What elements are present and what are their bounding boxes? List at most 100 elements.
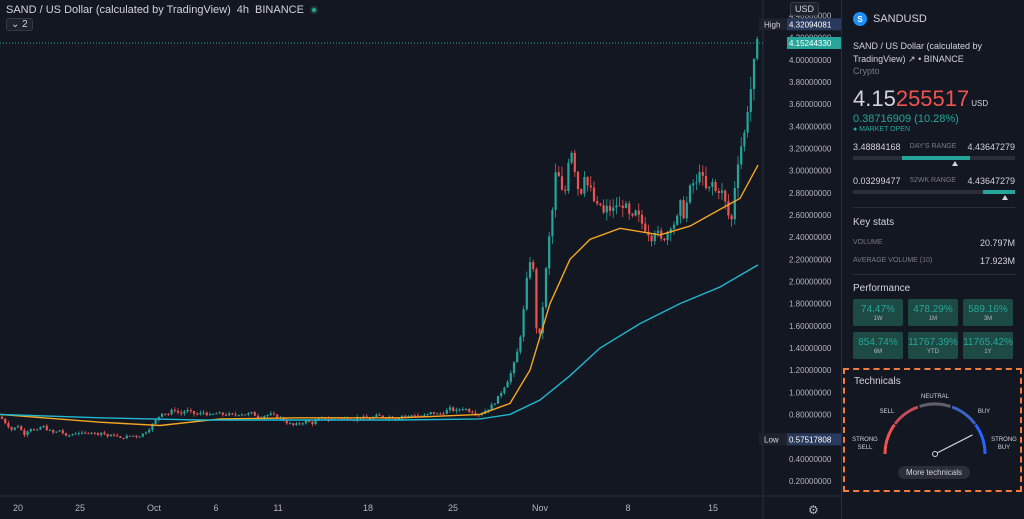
- candle-body: [295, 423, 298, 425]
- candle-body: [679, 200, 682, 216]
- candle-body: [186, 409, 189, 412]
- high-tag-value: 4.32094081: [789, 20, 832, 29]
- market-status: ● MARKET OPEN: [853, 126, 910, 133]
- chart-interval[interactable]: 4h: [236, 4, 250, 16]
- candle-body: [487, 409, 490, 411]
- perf-cell-1y[interactable]: 11765.42% 1Y: [963, 332, 1013, 359]
- currency-button[interactable]: USD: [790, 2, 820, 16]
- exchange-link[interactable]: ↗ • BINANCE: [908, 54, 964, 64]
- candle-body: [512, 362, 516, 374]
- candle-body: [628, 203, 631, 214]
- candle-body: [282, 417, 285, 421]
- gear-icon[interactable]: ⚙: [808, 503, 819, 517]
- candle-body: [368, 418, 372, 420]
- candle-body: [688, 185, 692, 203]
- candle-body: [602, 205, 605, 213]
- candle-body: [128, 435, 132, 437]
- perf-value: 854.74%: [858, 336, 898, 348]
- indicator-count: 2: [22, 19, 28, 30]
- candle-body: [29, 429, 32, 432]
- candle-body: [90, 432, 93, 434]
- candle-body: [455, 409, 458, 411]
- perf-cell-1w[interactable]: 74.47% 1W: [853, 299, 903, 326]
- candle-body: [704, 175, 708, 189]
- candle-body: [218, 412, 221, 414]
- y-tick-label: 3.20000000: [789, 145, 832, 154]
- candle-body: [429, 412, 432, 414]
- candlestick-chart[interactable]: 4.400000004.200000004.000000003.80000000…: [0, 0, 842, 519]
- candle-body: [221, 412, 224, 415]
- candle-body: [154, 419, 157, 424]
- candle-body: [135, 435, 138, 437]
- y-tick-label: 4.00000000: [789, 56, 832, 65]
- y-tick-label: 3.60000000: [789, 100, 832, 109]
- candle-body: [234, 414, 237, 416]
- week52-range-bar: [853, 190, 1015, 200]
- perf-value: 478.29%: [913, 303, 953, 315]
- volume-value: 20.797M: [979, 238, 1015, 248]
- candle-body: [36, 429, 39, 431]
- candle-body: [240, 414, 244, 416]
- candle-body: [730, 215, 733, 220]
- candle-body: [554, 172, 557, 210]
- technicals-section: Technicals STRONG SELL SELL NEUTRAL BUY …: [843, 368, 1022, 492]
- sand-logo-icon: S: [853, 12, 867, 26]
- candle-body: [208, 414, 212, 416]
- candle-body: [592, 187, 596, 202]
- candle-body: [733, 187, 736, 220]
- candle-body: [141, 433, 144, 437]
- week52-range-label: 52WK RANGE: [910, 177, 956, 184]
- candle-body: [756, 38, 759, 59]
- candle-body: [301, 423, 304, 425]
- candle-body: [656, 230, 660, 234]
- chart-exchange: BINANCE: [255, 4, 304, 16]
- current-price-tag-value: 4.15244330: [789, 39, 832, 48]
- perf-cell-3m[interactable]: 589.16% 3M: [963, 299, 1013, 326]
- candle-body: [464, 408, 468, 410]
- perf-cell-6m[interactable]: 854.74% 6M: [853, 332, 903, 359]
- y-tick-label: 2.60000000: [789, 211, 832, 220]
- candle-body: [109, 434, 112, 437]
- candle-body: [624, 203, 628, 208]
- days-range-bar: [853, 156, 1015, 166]
- days-range-low: 3.48884168: [853, 142, 901, 152]
- candle-body: [516, 351, 519, 363]
- x-tick-label: Nov: [532, 503, 549, 513]
- perf-period: 1W: [873, 315, 883, 322]
- perf-cell-ytd[interactable]: 11767.39% YTD: [908, 332, 958, 359]
- divider: [853, 207, 1015, 208]
- candle-body: [266, 414, 269, 416]
- candle-body: [676, 215, 679, 225]
- candle-body: [548, 236, 551, 269]
- candle-body: [637, 210, 640, 215]
- candle-body: [586, 177, 589, 186]
- candle-body: [176, 410, 180, 413]
- perf-value: 11767.39%: [908, 336, 958, 348]
- price-chart[interactable]: 4.400000004.200000004.000000003.80000000…: [0, 0, 842, 519]
- legend-collapse-button[interactable]: ⌄ 2: [6, 18, 33, 31]
- candle-body: [532, 262, 535, 270]
- perf-cell-1m[interactable]: 478.29% 1M: [908, 299, 958, 326]
- candle-body: [167, 414, 170, 416]
- candle-body: [669, 228, 672, 234]
- more-technicals-button[interactable]: More technicals: [898, 466, 970, 479]
- candle-body: [311, 421, 314, 425]
- x-tick-label: 25: [75, 503, 85, 513]
- candle-body: [461, 409, 464, 411]
- candle-body: [468, 408, 471, 412]
- symbol-details-panel: S SANDUSD SAND / US Dollar (calculated b…: [843, 0, 1024, 519]
- x-tick-label: 20: [13, 503, 23, 513]
- candle-body: [7, 423, 10, 428]
- candle-body: [621, 205, 624, 208]
- days-range-label: DAY'S RANGE: [909, 143, 957, 150]
- candle-body: [32, 429, 36, 431]
- candle-body: [87, 433, 90, 435]
- candle-body: [525, 277, 528, 310]
- candle-body: [189, 409, 192, 412]
- candle-body: [74, 433, 77, 435]
- x-tick-label: 18: [363, 503, 373, 513]
- symbol-header[interactable]: S SANDUSD: [853, 12, 927, 26]
- candle-body: [570, 152, 573, 163]
- gauge-buy-label: BUY: [977, 409, 991, 415]
- candle-body: [202, 412, 205, 414]
